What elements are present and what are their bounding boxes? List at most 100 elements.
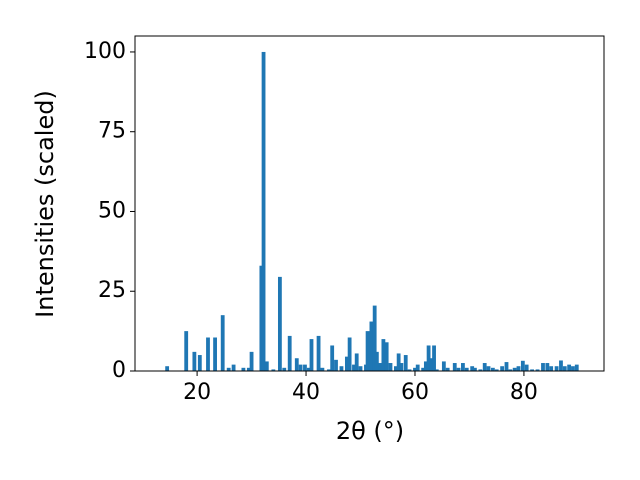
bar: [220, 315, 225, 371]
bar: [396, 353, 401, 371]
bar: [298, 364, 303, 371]
bar: [372, 305, 377, 371]
bar: [482, 363, 487, 371]
bar: [494, 369, 499, 371]
bar: [165, 366, 170, 371]
bar: [287, 335, 292, 371]
bar: [441, 361, 446, 371]
bar: [327, 369, 331, 371]
bar: [456, 367, 461, 371]
bar: [413, 367, 417, 371]
bar: [478, 369, 483, 371]
bar: [464, 367, 469, 371]
bar: [294, 358, 299, 371]
bar: [226, 367, 231, 371]
bar: [571, 366, 575, 371]
bar: [306, 367, 311, 371]
y-tick-label: 100: [84, 39, 126, 64]
bar: [261, 51, 266, 371]
bar: [352, 364, 356, 371]
bar: [508, 369, 513, 371]
bar: [399, 363, 404, 371]
bar: [407, 369, 412, 371]
bar: [562, 366, 567, 371]
bar: [344, 356, 349, 371]
bar: [490, 367, 495, 371]
bar: [429, 358, 434, 371]
bar: [530, 369, 535, 371]
bar: [320, 367, 325, 371]
bar: [316, 335, 321, 371]
x-axis-label: 2θ (°): [336, 417, 404, 445]
y-tick-label: 0: [112, 358, 126, 383]
bar: [282, 367, 287, 371]
bar: [512, 367, 517, 371]
bar: [504, 362, 509, 371]
bar: [403, 355, 408, 371]
y-tick-label: 75: [98, 119, 126, 144]
bar: [206, 337, 210, 371]
bar: [394, 366, 398, 371]
bar: [259, 265, 264, 371]
y-tick-label: 50: [98, 198, 126, 223]
bar: [378, 363, 383, 371]
x-tick-label: 20: [183, 380, 211, 405]
x-tick-label: 60: [401, 380, 429, 405]
bar: [535, 369, 540, 371]
bar: [384, 342, 389, 371]
bar: [500, 366, 505, 371]
bar: [249, 351, 254, 371]
bar: [567, 364, 572, 371]
bar: [470, 366, 475, 371]
bar: [434, 369, 439, 371]
bar: [432, 345, 436, 371]
bar: [241, 367, 246, 371]
bar: [369, 321, 374, 371]
bar: [472, 367, 477, 371]
bar: [303, 364, 307, 371]
bar: [197, 355, 202, 371]
bar: [388, 363, 393, 371]
bar: [559, 360, 563, 371]
bar: [421, 367, 426, 371]
bar: [374, 351, 379, 371]
bar: [330, 345, 335, 371]
bar: [461, 363, 465, 371]
bar: [516, 366, 521, 371]
bar: [309, 339, 314, 371]
bar: [486, 366, 491, 371]
bar: [423, 361, 428, 371]
bar: [452, 363, 457, 371]
bar: [184, 331, 189, 371]
y-tick-label: 25: [98, 278, 126, 303]
bar: [277, 276, 282, 371]
bar: [554, 366, 559, 371]
axes-frame: [134, 35, 605, 372]
bar: [246, 367, 251, 371]
bar: [192, 351, 197, 371]
bar: [524, 364, 529, 371]
bar: [520, 360, 525, 371]
bar: [445, 367, 450, 371]
x-tick-label: 80: [510, 380, 538, 405]
bar: [347, 337, 352, 371]
bar: [415, 364, 420, 371]
y-axis-label: Intensities (scaled): [31, 90, 59, 318]
bar: [231, 364, 236, 371]
bar: [339, 366, 344, 371]
bar: [549, 366, 554, 371]
bar: [426, 345, 431, 371]
bar: [334, 359, 338, 371]
bar: [541, 363, 545, 371]
bar: [358, 366, 363, 371]
bar: [545, 363, 550, 371]
bar: [381, 339, 386, 371]
bar: [354, 353, 359, 371]
bar: [264, 361, 269, 371]
bar: [271, 369, 276, 371]
bar: [213, 337, 217, 371]
x-tick-label: 40: [292, 380, 320, 405]
bar: [365, 331, 370, 371]
bar: [574, 364, 579, 371]
